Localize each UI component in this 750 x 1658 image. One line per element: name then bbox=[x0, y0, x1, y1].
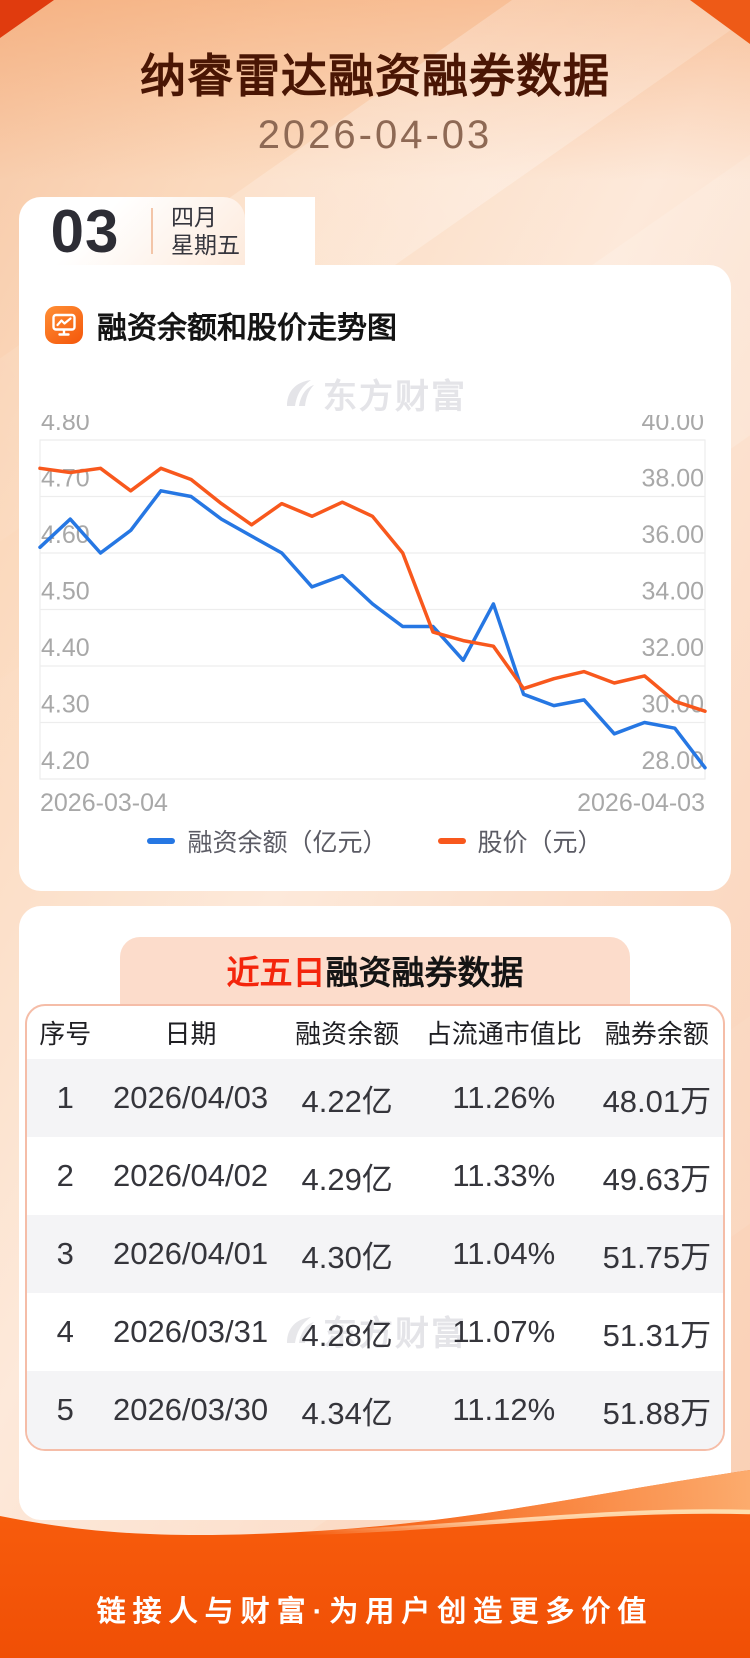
table-cell: 2026/04/03 bbox=[112, 1080, 269, 1115]
top-glow-decoration bbox=[0, 0, 750, 180]
svg-text:34.00: 34.00 bbox=[641, 578, 704, 606]
table-cell: 2026/04/01 bbox=[112, 1236, 269, 1271]
page-date: 2026-04-03 bbox=[257, 113, 493, 157]
table-cell: 11.33% bbox=[452, 1158, 556, 1193]
legend-label: 股价（元） bbox=[477, 829, 603, 857]
table-cell: 4.34亿 bbox=[301, 1395, 393, 1431]
trend-board-icon bbox=[45, 306, 83, 344]
header-cell: 序号 bbox=[39, 1019, 92, 1049]
header-cell: 融券余额 bbox=[604, 1019, 709, 1049]
table-cell: 48.01万 bbox=[602, 1083, 712, 1119]
table-cell: 2026/04/02 bbox=[112, 1158, 269, 1193]
weekday-label: 星期五 bbox=[171, 232, 240, 258]
table-title-highlight: 近五日 bbox=[226, 954, 326, 991]
watermark-text: 东方财富 bbox=[323, 378, 467, 416]
date-divider bbox=[151, 208, 153, 254]
legend-swatch-orange bbox=[437, 838, 466, 844]
footer: 链接人与财富·为用户创造更多价值 bbox=[0, 1440, 750, 1658]
x-axis-start-label: 2026-03-04 bbox=[40, 789, 168, 817]
legend-item-margin-balance: 融资余额（亿元） bbox=[147, 823, 388, 859]
table-header-row: 序号 日期 融资余额 占流通市值比 融券余额 bbox=[27, 1006, 723, 1059]
chart-section-title: 融资余额和股价走势图 bbox=[97, 312, 397, 345]
table-row: 1 2026/04/03 4.22亿 11.26% 48.01万 bbox=[27, 1059, 723, 1137]
legend-label: 融资余额（亿元） bbox=[187, 829, 388, 857]
svg-text:4.80: 4.80 bbox=[41, 415, 90, 436]
table-row: 2 2026/04/02 4.29亿 11.33% 49.63万 bbox=[27, 1137, 723, 1215]
table-cell: 4.29亿 bbox=[301, 1161, 393, 1197]
table-cell: 11.04% bbox=[452, 1236, 556, 1271]
trend-chart: 4.80 40.004.70 38.004.60 36.004.50 34.004.40… bbox=[38, 415, 707, 780]
header-cell: 融资余额 bbox=[295, 1019, 400, 1049]
table-title-rest: 融资融券数据 bbox=[325, 954, 524, 991]
date-card: 03 四月 星期五 bbox=[19, 197, 245, 265]
watermark-swoosh-icon bbox=[287, 379, 314, 406]
table-cell: 51.31万 bbox=[602, 1317, 712, 1353]
svg-text:28.00: 28.00 bbox=[641, 747, 704, 775]
table-cell: 1 bbox=[56, 1080, 74, 1115]
footer-wave bbox=[0, 1470, 750, 1658]
table-cell: 4 bbox=[56, 1314, 74, 1349]
svg-text:4.20: 4.20 bbox=[41, 747, 90, 775]
legend-item-stock-price: 股价（元） bbox=[437, 823, 603, 859]
chart-legend: 融资余额（亿元） 股价（元） bbox=[19, 823, 731, 859]
table-row: 4 2026/03/31 4.28亿 11.07% 51.31万 bbox=[27, 1293, 723, 1371]
legend-swatch-blue bbox=[147, 838, 176, 844]
svg-text:4.30: 4.30 bbox=[41, 691, 90, 719]
table-cell: 11.12% bbox=[452, 1392, 556, 1427]
table-cell: 2026/03/31 bbox=[112, 1314, 269, 1349]
table-cell: 2026/03/30 bbox=[112, 1392, 269, 1427]
svg-text:30.00: 30.00 bbox=[641, 691, 704, 719]
svg-text:4.40: 4.40 bbox=[41, 634, 90, 662]
table-row: 5 2026/03/30 4.34亿 11.12% 51.88万 bbox=[27, 1371, 723, 1449]
table-cell: 3 bbox=[56, 1236, 74, 1271]
data-table: 东方财富 序号 日期 融资余额 占流通市值比 融券余额 1 2026/04/03 4.22亿… bbox=[25, 1004, 725, 1451]
table-cell: 11.07% bbox=[452, 1314, 556, 1349]
chart-card: 融资余额和股价走势图 东方财富 4.80 40.00 4.70 38.00 4.60 36… bbox=[19, 265, 731, 891]
table-row: 3 2026/04/01 4.30亿 11.04% 51.75万 bbox=[27, 1215, 723, 1293]
svg-text:32.00: 32.00 bbox=[641, 634, 704, 662]
svg-text:38.00: 38.00 bbox=[641, 465, 704, 493]
day-number: 03 bbox=[50, 197, 120, 265]
table-cell: 2 bbox=[56, 1158, 74, 1193]
x-axis-end-label: 2026-04-03 bbox=[577, 789, 705, 817]
month-label: 四月 bbox=[171, 204, 217, 230]
watermark-text: 东方财富 bbox=[323, 1315, 467, 1353]
table-cell: 4.22亿 bbox=[301, 1083, 393, 1119]
svg-text:40.00: 40.00 bbox=[641, 415, 704, 436]
table-panel: 近五日融资融券数据 东方财富 序号 日期 融资余额 占流通市值比 融券余额 1 2026/… bbox=[19, 906, 731, 1520]
table-cell: 51.88万 bbox=[602, 1395, 712, 1431]
table-cell: 49.63万 bbox=[602, 1161, 712, 1197]
table-cell: 4.28亿 bbox=[301, 1317, 393, 1353]
table-cell: 4.30亿 bbox=[301, 1239, 393, 1275]
table-cell: 5 bbox=[56, 1392, 74, 1427]
svg-text:4.50: 4.50 bbox=[41, 578, 90, 606]
watermark-swoosh-icon bbox=[287, 1316, 314, 1343]
header-cell: 占流通市值比 bbox=[425, 1019, 582, 1049]
watermark: 东方财富 bbox=[19, 369, 731, 418]
svg-text:36.00: 36.00 bbox=[641, 521, 704, 549]
table-cell: 11.26% bbox=[452, 1080, 556, 1115]
page-title: 纳睿雷达融资融券数据 bbox=[140, 50, 610, 102]
footer-slogan: 链接人与财富·为用户创造更多价值 bbox=[96, 1596, 654, 1628]
table-body: 1 2026/04/03 4.22亿 11.26% 48.01万 2 2026/04/02 4… bbox=[27, 1059, 723, 1449]
header-cell: 日期 bbox=[164, 1019, 217, 1049]
watermark: 东方财富 bbox=[27, 1306, 723, 1355]
date-card-curve bbox=[245, 197, 315, 265]
table-cell: 51.75万 bbox=[602, 1239, 712, 1275]
